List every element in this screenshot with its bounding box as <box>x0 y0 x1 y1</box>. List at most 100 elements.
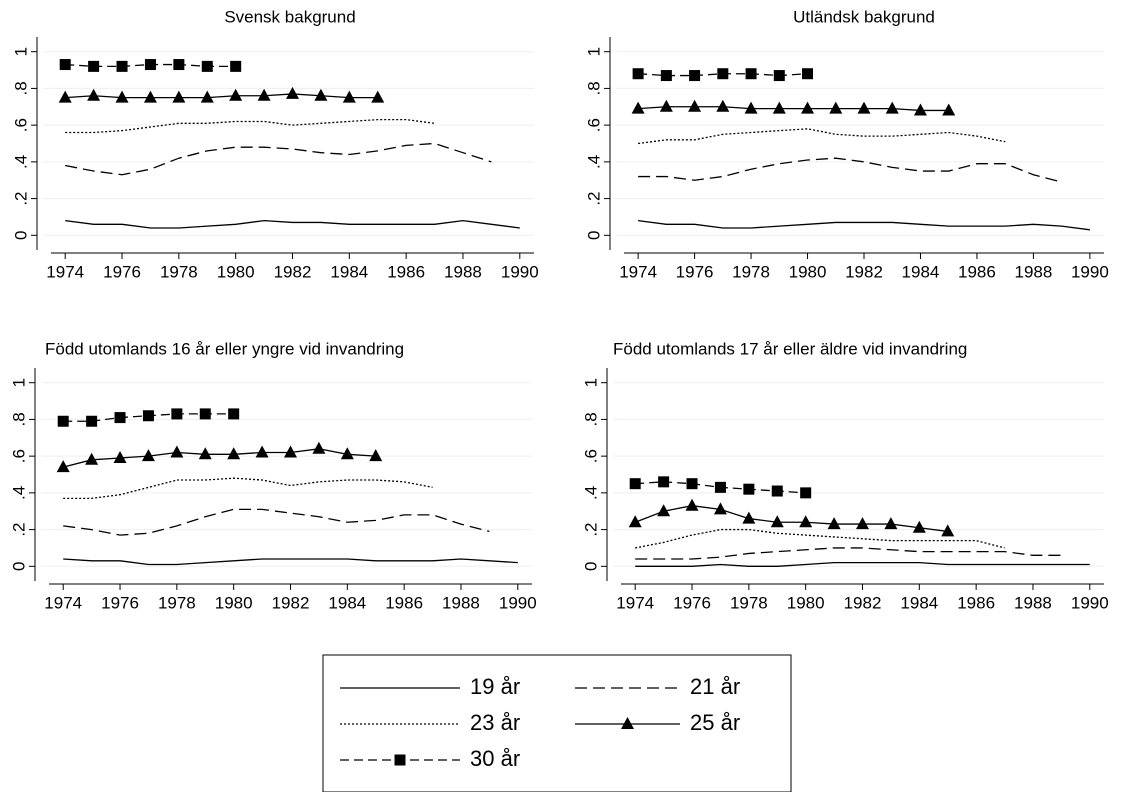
x-tick-label: 1988 <box>1014 593 1052 612</box>
y-tick-label: .8 <box>584 81 603 95</box>
series-line <box>65 219 520 229</box>
triangle-marker <box>657 504 671 517</box>
triangle-marker <box>229 88 243 101</box>
triangle-marker <box>115 90 129 103</box>
x-tick-label: 1978 <box>158 593 196 612</box>
y-tick-label: 0 <box>11 231 30 240</box>
legend-marker <box>394 754 406 766</box>
triangle-marker <box>255 445 269 458</box>
square-marker <box>632 68 644 80</box>
x-tick-label: 1976 <box>673 593 711 612</box>
x-tick-label: 1988 <box>1014 262 1052 281</box>
x-tick-label: 1984 <box>900 593 938 612</box>
triangle-marker <box>716 99 730 112</box>
square-marker <box>629 478 641 490</box>
x-tick-label: 1974 <box>619 262 657 281</box>
triangle-marker <box>340 447 354 460</box>
legend-label: 25 år <box>690 710 740 735</box>
triangle-marker <box>113 450 127 463</box>
x-tick-label: 1982 <box>845 262 883 281</box>
series-line <box>65 118 435 134</box>
x-tick-label: 1990 <box>1071 593 1109 612</box>
series-line <box>638 106 949 112</box>
x-tick-label: 1978 <box>730 593 768 612</box>
x-tick-label: 1986 <box>957 593 995 612</box>
square-marker <box>199 408 211 420</box>
triangle-marker <box>170 445 184 458</box>
triangle-marker <box>772 101 786 114</box>
x-tick-label: 1978 <box>732 262 770 281</box>
triangle-marker <box>284 445 297 458</box>
triangle-marker <box>58 90 72 103</box>
series-line <box>638 219 1090 231</box>
triangle-marker <box>172 90 186 103</box>
triangle-marker <box>713 502 727 515</box>
triangle-marker <box>688 99 702 112</box>
x-tick-label: 1986 <box>958 262 996 281</box>
x-tick-label: 1988 <box>444 262 482 281</box>
square-marker <box>86 415 98 427</box>
y-tick-label: 0 <box>581 562 600 571</box>
triangle-marker <box>371 90 385 103</box>
series-line <box>63 448 376 468</box>
series-line <box>63 477 433 500</box>
y-tick-label: .8 <box>9 412 28 426</box>
square-marker <box>800 487 812 499</box>
square-marker <box>142 410 154 422</box>
square-marker <box>59 59 71 71</box>
triangle-marker <box>884 517 898 530</box>
series-line <box>635 547 1062 560</box>
chart-title: Född utomlands 17 år eller äldre vid inv… <box>613 339 967 358</box>
x-tick-label: 1984 <box>328 593 366 612</box>
series-line <box>63 508 490 536</box>
triangle-marker <box>827 517 841 530</box>
triangle-marker <box>628 515 642 528</box>
legend-label: 19 år <box>470 674 520 699</box>
square-marker <box>717 68 729 80</box>
y-tick-label: .6 <box>584 118 603 132</box>
y-tick-label: 1 <box>584 47 603 56</box>
series-line <box>63 558 518 566</box>
square-marker <box>714 481 726 493</box>
x-tick-label: 1984 <box>330 262 368 281</box>
triangle-marker <box>314 88 328 101</box>
square-marker <box>686 478 698 490</box>
y-tick-label: 1 <box>11 47 30 56</box>
triangle-marker <box>286 86 299 99</box>
x-tick-label: 1982 <box>272 593 310 612</box>
square-marker <box>745 68 757 80</box>
x-tick-label: 1980 <box>215 593 253 612</box>
x-tick-label: 1976 <box>103 262 141 281</box>
square-marker <box>660 70 672 82</box>
legend-marker <box>621 717 634 729</box>
square-marker <box>658 476 670 488</box>
triangle-marker <box>885 101 899 114</box>
y-tick-label: .4 <box>11 155 30 169</box>
triangle-marker <box>742 511 756 524</box>
x-tick-label: 1984 <box>902 262 940 281</box>
triangle-marker <box>342 90 356 103</box>
y-tick-label: .8 <box>581 412 600 426</box>
triangle-marker <box>87 88 101 101</box>
x-tick-label: 1976 <box>101 593 139 612</box>
y-tick-label: .2 <box>584 191 603 205</box>
x-tick-label: 1974 <box>46 262 84 281</box>
y-tick-label: 0 <box>584 231 603 240</box>
x-tick-label: 1974 <box>616 593 654 612</box>
y-tick-label: 1 <box>581 378 600 387</box>
triangle-marker <box>85 452 99 465</box>
triangle-marker <box>143 90 157 103</box>
triangle-marker <box>631 101 645 114</box>
y-tick-label: .6 <box>9 449 28 463</box>
y-tick-label: .2 <box>581 522 600 536</box>
square-marker <box>689 70 701 82</box>
x-tick-label: 1986 <box>387 262 425 281</box>
y-tick-label: .2 <box>9 522 28 536</box>
legend-label: 30 år <box>470 746 520 771</box>
chart-title: Svensk bakgrund <box>224 7 355 26</box>
x-tick-label: 1990 <box>1071 262 1109 281</box>
x-tick-label: 1990 <box>499 593 537 612</box>
square-marker <box>144 59 156 71</box>
triangle-marker <box>744 101 758 114</box>
